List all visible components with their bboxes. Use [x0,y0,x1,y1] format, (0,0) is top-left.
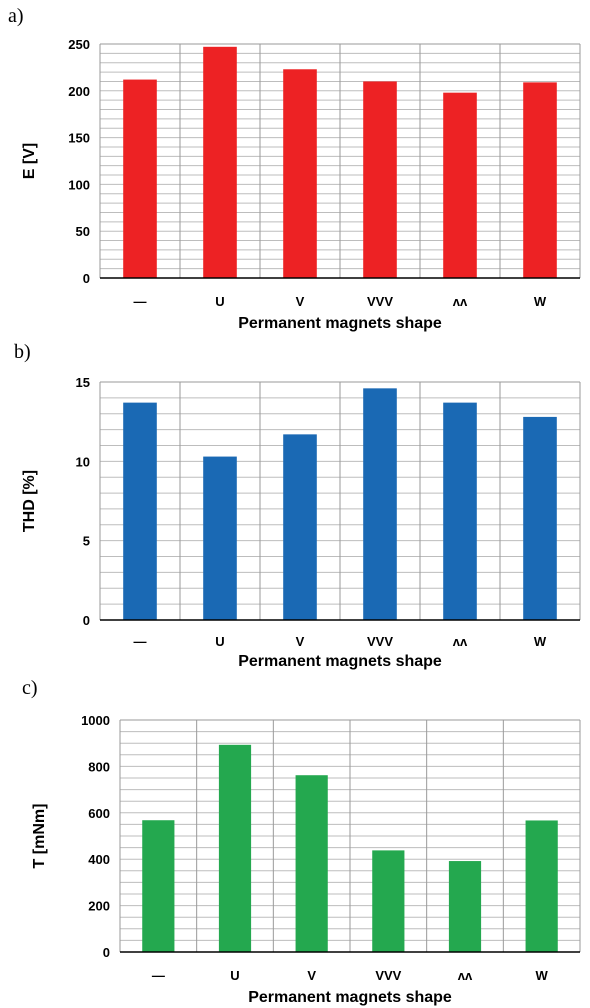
x-axis-title-c: Permanent magnets shape [248,989,452,1006]
y-tick-label-c: 600 [88,806,110,821]
x-tick-label-a: — [134,294,147,309]
chart-panel-a: a) 0 50 100 150 200 250— U V VVV ʌʌ W Permanent magn… [0,0,590,338]
y-tick-label-a: 250 [68,37,90,52]
bar-c-2 [295,775,328,952]
y-tick-label-a: 150 [68,131,90,146]
x-tick-label-c: VVV [375,968,401,983]
bar-c-3 [372,850,405,952]
y-tick-label-b: 15 [76,375,90,390]
y-tick-label-b: 5 [83,534,90,549]
x-tick-label-b: W [534,634,547,649]
x-tick-label-b: V [296,634,305,649]
bar-a-1 [203,46,237,278]
x-tick-label-c: — [152,968,165,983]
bar-a-2 [283,69,317,278]
y-tick-label-c: 200 [88,899,110,914]
y-axis-title-b: THD [%] [21,470,38,532]
x-tick-label-a: ʌʌ [453,294,468,309]
bar-a-5 [523,82,557,278]
x-tick-label-b: ʌʌ [453,634,468,649]
x-tick-label-b: — [134,634,147,649]
y-tick-label-c: 1000 [81,713,110,728]
x-tick-label-c: W [536,968,549,983]
y-tick-label-b: 10 [76,454,90,469]
x-tick-label-c: ʌʌ [458,968,473,983]
bar-b-3 [363,388,397,620]
x-tick-label-a: W [534,294,547,309]
y-tick-label-a: 200 [68,84,90,99]
x-tick-label-a: VVV [367,294,393,309]
x-axis-title-b: Permanent magnets shape [238,653,442,670]
bar-a-4 [443,92,477,278]
bar-c-5 [525,820,558,952]
bar-a-0 [123,79,157,279]
bar-c-1 [218,744,252,952]
bar-a-3 [363,81,397,278]
bar-b-1 [203,456,237,620]
x-tick-label-c: U [230,968,239,983]
panel-label-c: c) [22,677,38,699]
bar-b-4 [443,402,477,620]
x-tick-label-b: VVV [367,634,393,649]
bar-c-4 [448,861,482,952]
panel-label-a: a) [8,5,24,27]
bar-b-0 [123,402,157,620]
chart-panel-c: c) 0 200 400 600 800 1000— U V VVV ʌʌ W Permanent ma… [0,672,590,1008]
y-axis-title-c: T [mNm] [31,804,48,869]
x-axis-title-a: Permanent magnets shape [238,315,442,332]
chart-panel-b: b) 0 5 10 15— U V VVV ʌʌ W Permanent magnets shape… [0,338,590,672]
y-tick-label-c: 400 [88,852,110,867]
y-tick-label-a: 100 [68,177,90,192]
y-tick-label-a: 0 [83,271,90,286]
x-tick-label-a: V [296,294,305,309]
y-tick-label-b: 0 [83,613,90,628]
bar-b-5 [523,416,557,620]
x-tick-label-b: U [215,634,224,649]
y-tick-label-a: 50 [76,224,90,239]
y-tick-label-c: 800 [88,759,110,774]
x-tick-label-a: U [215,294,224,309]
y-axis-title-a: E [V] [21,143,38,179]
x-tick-label-c: V [307,968,316,983]
y-tick-label-c: 0 [103,945,110,960]
bar-c-0 [142,820,175,952]
panel-label-b: b) [14,341,31,363]
bar-b-2 [283,434,317,620]
